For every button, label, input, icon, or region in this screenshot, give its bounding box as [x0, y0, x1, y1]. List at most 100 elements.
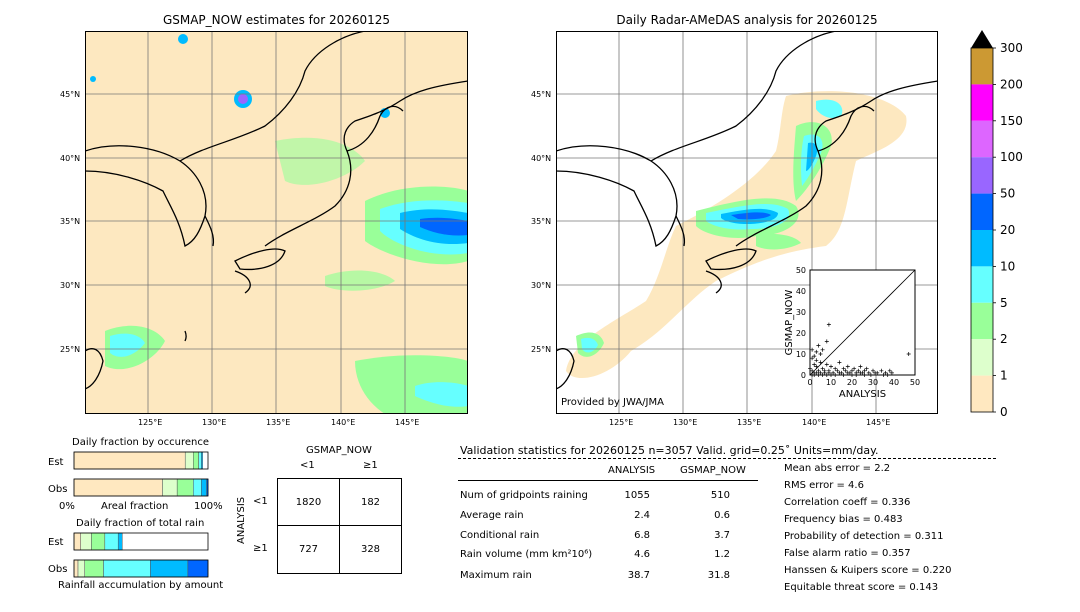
score-line: False alarm ratio = 0.357	[784, 548, 911, 559]
occurence-est-label: Est	[48, 457, 64, 468]
fraction-bar-segment	[176, 478, 194, 497]
contingency-row-ge1: ≥1	[253, 543, 268, 554]
stats-row-analysis: 2.4	[634, 510, 650, 521]
stats-row-label: Maximum rain	[460, 570, 532, 581]
colorbar-segment	[971, 84, 993, 121]
colorbar-label: 20	[1000, 223, 1015, 237]
scatter-point	[814, 364, 819, 369]
scatter-point	[820, 347, 825, 352]
scatter-point	[812, 373, 817, 377]
fraction-bar-segment	[187, 559, 209, 578]
scatter-point	[837, 360, 842, 365]
scatter-y-tick: 0	[801, 371, 806, 380]
colorbar-extend-arrow	[971, 30, 993, 48]
scatter-point	[818, 352, 823, 356]
scatter-point	[833, 373, 838, 377]
scatter-plot: 00 10 10 20 20 30 30 40 40 50 50 ANALYSIS GSMAP_NOW	[784, 266, 920, 400]
left-map	[85, 31, 468, 414]
scatter-point	[858, 370, 863, 375]
scatter-point	[824, 339, 829, 344]
scatter-point	[833, 366, 838, 371]
scatter-x-tick: 0	[807, 378, 812, 387]
left-lat-label: 45°N	[60, 90, 81, 99]
score-line: Hanssen & Kuipers score = 0.220	[784, 565, 952, 576]
occurence-bars	[73, 451, 209, 497]
right-lat-label: 45°N	[531, 90, 552, 99]
left-map-title: GSMAP_NOW estimates for 20260125	[162, 13, 391, 27]
left-map-coastline	[85, 31, 468, 390]
scatter-point	[826, 370, 831, 375]
fraction-bar-segment	[201, 451, 203, 470]
scatter-ylabel: GSMAP_NOW	[784, 289, 795, 355]
right-lat-label: 40°N	[531, 154, 552, 163]
colorbar-label: 5	[1000, 296, 1008, 310]
colorbar-segment	[971, 193, 993, 230]
scatter-point	[810, 368, 815, 373]
totalrain-axis-label: Rainfall accumulation by amount	[58, 580, 224, 591]
occurence-title: Daily fraction by occurence	[72, 437, 210, 448]
colorbar-segment	[971, 266, 993, 303]
scatter-point	[808, 366, 812, 371]
stats-row-gsmap: 31.8	[707, 570, 730, 581]
scatter-x-tick: 10	[826, 378, 836, 387]
scatter-point	[862, 368, 867, 373]
stats-row-analysis: 1055	[624, 490, 650, 501]
stats-row-label: Rain volume (mm km²10⁶)	[460, 549, 593, 560]
scatter-point	[824, 362, 829, 367]
occurence-100pct: 100%	[194, 501, 223, 512]
stats-row-label: Average rain	[460, 510, 524, 521]
fraction-bar-frame	[73, 532, 209, 551]
scatter-point	[850, 373, 854, 377]
scatter-xlabel: ANALYSIS	[839, 389, 886, 400]
fraction-bar-frame	[73, 451, 209, 470]
left-map-rain-field	[90, 34, 468, 414]
scatter-point	[829, 373, 833, 377]
right-lat-label: 30°N	[531, 281, 552, 290]
right-lat-label: 35°N	[531, 217, 552, 226]
score-line: RMS error = 4.6	[784, 480, 864, 491]
fraction-bar-segment	[184, 451, 194, 470]
scatter-y-tick: 20	[796, 329, 806, 338]
scatter-point	[814, 358, 819, 363]
fraction-bar-segment	[193, 451, 199, 470]
stats-row-analysis: 4.6	[634, 549, 650, 560]
colorbar-segment	[971, 157, 993, 194]
colorbar-segment	[971, 120, 993, 158]
colorbar-label: 2	[1000, 332, 1008, 346]
contingency-cell: 182	[360, 497, 381, 508]
contingency-row-label: ANALYSIS	[236, 496, 247, 544]
scatter-y-tick: 10	[796, 350, 806, 359]
left-lon-label: 140°E	[331, 418, 356, 427]
colorbar-label: 0	[1000, 405, 1008, 419]
scatter-point	[841, 366, 846, 371]
scatter-point	[812, 362, 817, 367]
scatter-point	[824, 373, 829, 377]
scatter-point	[835, 368, 840, 373]
contingency-col-lt1: <1	[300, 460, 315, 471]
stats-row-label: Num of gridpoints raining	[460, 490, 588, 501]
scatter-point	[829, 364, 833, 369]
scatter-point	[850, 368, 854, 373]
fraction-bar-segment	[104, 532, 119, 551]
totalrain-title: Daily fraction of total rain	[76, 518, 205, 529]
colorbar-label: 100	[1000, 150, 1023, 164]
score-line: Equitable threat score = 0.143	[784, 582, 939, 593]
scatter-point	[831, 370, 836, 375]
scatter-point	[889, 370, 894, 375]
fraction-bar-segment	[198, 451, 202, 470]
scatter-point	[814, 370, 819, 375]
scatter-point	[885, 373, 890, 377]
fraction-bar-segment	[117, 532, 123, 551]
score-line: Frequency bias = 0.483	[784, 514, 903, 525]
scatter-point	[887, 368, 892, 373]
scatter-y-tick: 50	[796, 266, 806, 275]
scatter-x-tick: 40	[889, 378, 899, 387]
contingency-table: 1820 182 727 328	[277, 478, 402, 574]
stats-row-label: Conditional rain	[460, 530, 540, 541]
scatter-point	[873, 370, 878, 375]
fraction-bar-segment	[73, 559, 79, 578]
fraction-bar-segment	[193, 478, 202, 497]
left-lon-label: 145°E	[395, 418, 420, 427]
scatter-point	[879, 368, 884, 373]
